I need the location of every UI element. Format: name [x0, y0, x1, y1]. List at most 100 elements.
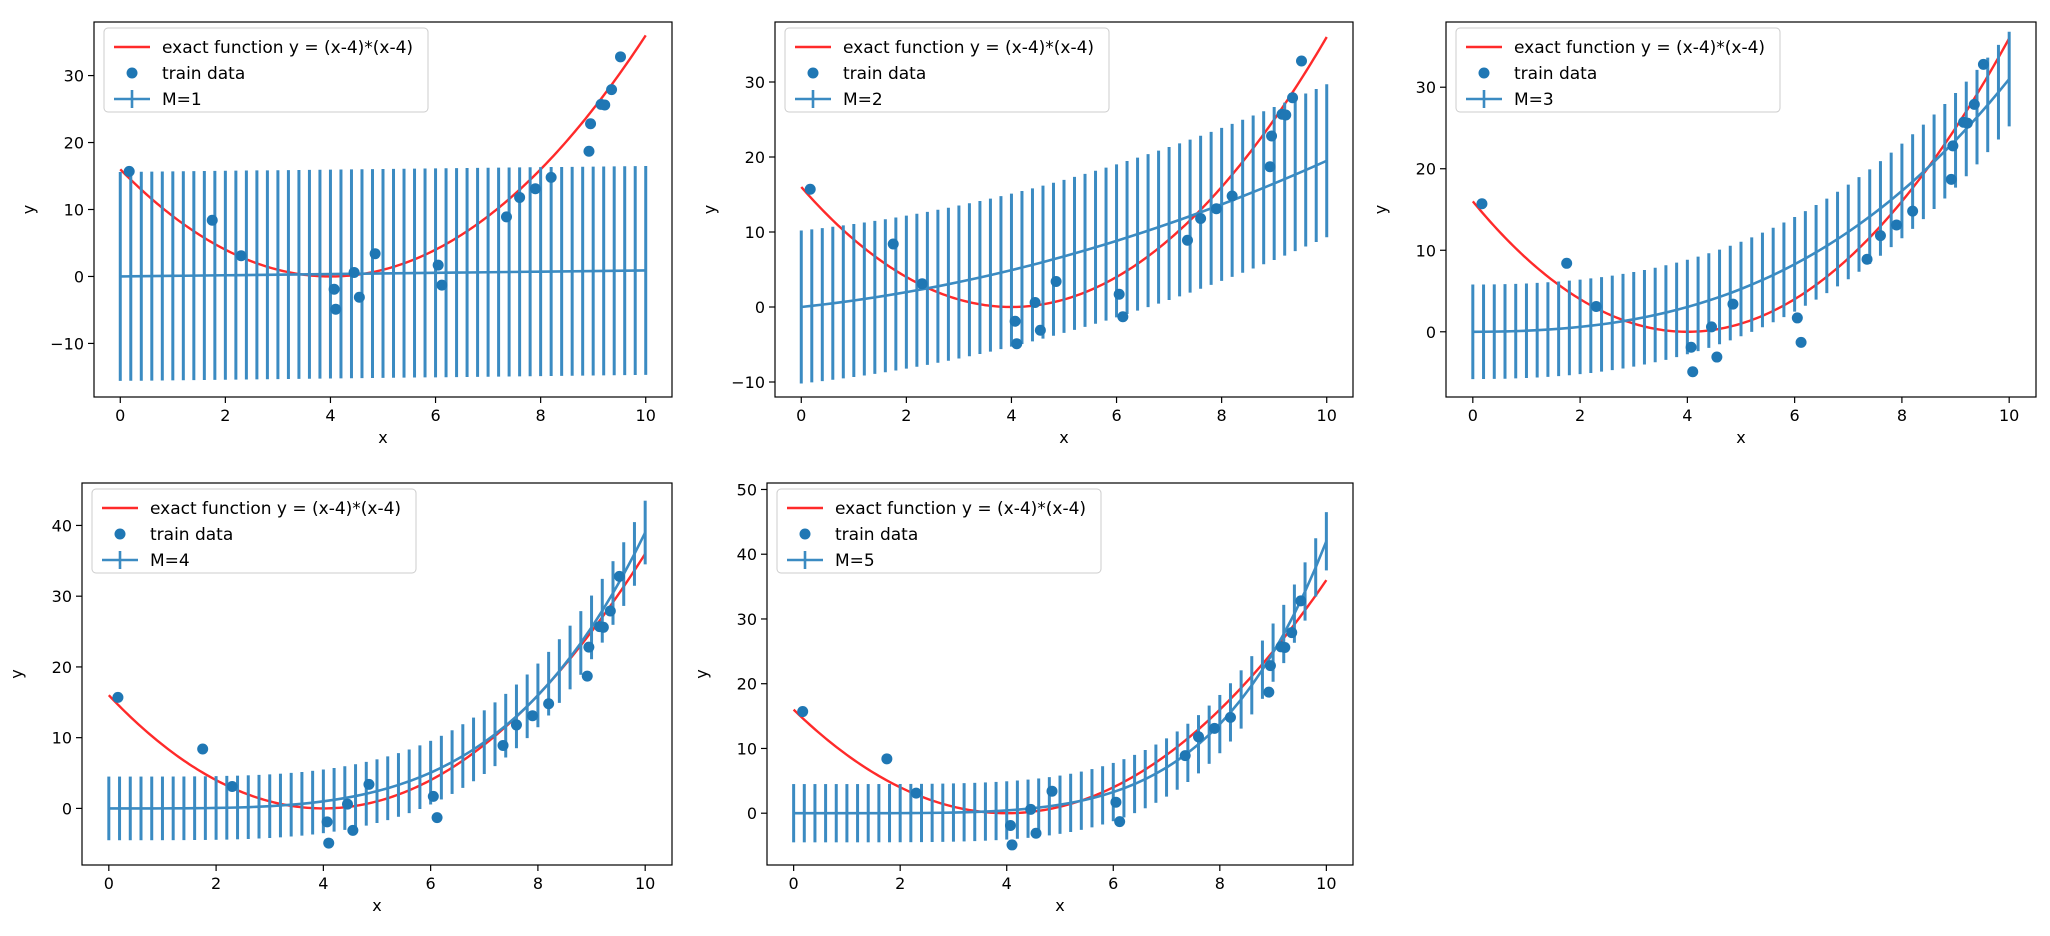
train-point [226, 780, 238, 792]
train-point [615, 51, 627, 63]
x-tick-label: 8 [1215, 874, 1225, 893]
legend-entry-label: exact function y = (x-4)*(x-4) [150, 499, 401, 519]
train-point [1945, 173, 1957, 185]
x-tick-label: 0 [1468, 406, 1478, 425]
train-point [1295, 595, 1307, 607]
train-point [1711, 351, 1723, 363]
train-point [1795, 336, 1807, 348]
y-tick-label: 20 [737, 675, 757, 694]
x-axis-label: x [1055, 896, 1064, 915]
train-point [916, 278, 928, 290]
y-tick-label: 10 [737, 739, 757, 758]
y-tick-label: 0 [747, 804, 757, 823]
train-point [1861, 253, 1873, 265]
train-point [1025, 803, 1037, 815]
train-point [1947, 140, 1959, 152]
legend-entry-label: train data [1514, 64, 1597, 84]
plot-area [118, 34, 648, 381]
train-point [206, 214, 218, 226]
y-tick-label: 0 [1426, 323, 1436, 342]
x-axis-label: x [1736, 428, 1745, 447]
x-tick-label: 0 [115, 406, 125, 425]
chart-panel: 0 2 4 6 8 10 −10 0 10 20 30 x y exact function y = (x… [700, 21, 1354, 447]
train-point [1181, 234, 1193, 246]
legend-entry-label: exact function y = (x-4)*(x-4) [843, 38, 1094, 58]
legend-entry-label: M=4 [150, 551, 190, 571]
train-point [1791, 312, 1803, 324]
train-point [604, 605, 616, 617]
legend-entry-label: train data [162, 64, 245, 84]
y-tick-label: −10 [731, 373, 765, 392]
train-point [369, 248, 381, 260]
x-tick-label: 0 [104, 874, 114, 893]
legend: exact function y = (x-4)*(x-4) train data… [91, 488, 417, 574]
y-tick-label: 20 [745, 148, 765, 167]
train-point [427, 790, 439, 802]
legend: exact function y = (x-4)*(x-4) train data… [784, 27, 1110, 113]
legend-entry-label: exact function y = (x-4)*(x-4) [162, 38, 413, 58]
y-tick-label: 10 [64, 201, 84, 220]
y-tick-label: 10 [52, 729, 72, 748]
legend-entry-label: train data [835, 525, 918, 545]
y-tick-label: 0 [755, 298, 765, 317]
y-tick-label: 20 [1416, 160, 1436, 179]
legend-entry-label: exact function y = (x-4)*(x-4) [835, 499, 1086, 519]
legend-entry-label: M=3 [1514, 90, 1554, 110]
x-axis-label: x [372, 896, 381, 915]
train-point [1117, 311, 1129, 323]
train-point [1011, 338, 1023, 350]
legend-entry-label: train data [843, 64, 926, 84]
x-tick-label: 2 [220, 406, 230, 425]
train-point [1685, 341, 1697, 353]
train-point [1004, 820, 1016, 832]
y-tick-label: 40 [737, 545, 757, 564]
train-point [348, 266, 360, 278]
y-axis-label: y [7, 669, 26, 678]
train-point [597, 621, 609, 633]
x-tick-label: 6 [430, 406, 440, 425]
train-point [613, 570, 625, 582]
x-axis-label: x [378, 428, 387, 447]
plot-area [1471, 31, 2011, 380]
train-point [123, 165, 135, 177]
x-axis-label: x [1059, 428, 1068, 447]
train-point [1287, 92, 1299, 104]
train-point [529, 183, 541, 195]
x-tick-label: 10 [636, 406, 656, 425]
train-point [583, 145, 595, 157]
train-point [235, 250, 247, 262]
train-point [342, 798, 353, 810]
train-point [1193, 731, 1205, 743]
plot-area [799, 36, 1329, 384]
train-point [353, 291, 365, 303]
train-point [599, 99, 611, 111]
x-tick-label: 6 [1108, 874, 1118, 893]
x-tick-label: 2 [211, 874, 221, 893]
legend-train-swatch [799, 528, 811, 540]
legend-entry-label: train data [150, 525, 233, 545]
y-tick-label: 10 [1416, 241, 1436, 260]
train-point [1874, 230, 1886, 242]
train-point [112, 691, 124, 703]
train-point [328, 283, 340, 295]
y-tick-label: 50 [737, 480, 757, 499]
train-point [606, 84, 618, 96]
train-point [431, 812, 443, 824]
y-tick-label: 20 [64, 134, 84, 153]
legend-train-swatch [126, 67, 138, 79]
x-tick-label: 10 [1316, 874, 1336, 893]
y-tick-label: 30 [64, 67, 84, 86]
train-point [1266, 130, 1278, 142]
train-point [545, 171, 557, 183]
legend: exact function y = (x-4)*(x-4) train data… [103, 27, 429, 113]
train-point [1706, 321, 1717, 333]
x-tick-label: 4 [325, 406, 335, 425]
y-tick-label: 30 [1416, 78, 1436, 97]
train-point [510, 719, 522, 731]
x-tick-label: 10 [1999, 406, 2019, 425]
train-point [1029, 297, 1041, 308]
x-tick-label: 10 [635, 874, 655, 893]
x-tick-label: 6 [426, 874, 436, 893]
train-point [1279, 641, 1291, 653]
